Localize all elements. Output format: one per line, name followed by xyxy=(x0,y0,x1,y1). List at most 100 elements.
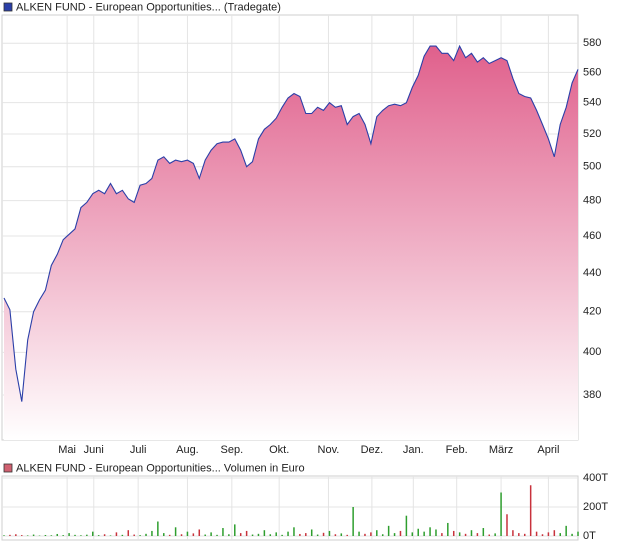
volume-bar xyxy=(399,530,402,536)
volume-bar xyxy=(559,533,561,536)
volume-bar xyxy=(26,535,29,536)
volume-bar xyxy=(305,533,307,536)
volume-bar xyxy=(370,532,372,536)
volume-bar xyxy=(228,534,230,536)
volume-bar xyxy=(86,534,88,536)
x-tick-label: Feb. xyxy=(446,444,468,456)
volume-bar xyxy=(68,533,70,536)
volume-bar xyxy=(447,522,449,536)
volume-bar xyxy=(334,534,337,536)
volume-bar xyxy=(145,533,147,536)
volume-bar xyxy=(464,533,467,536)
volume-bar xyxy=(121,534,124,536)
volume-bar xyxy=(239,533,242,536)
volume-bar xyxy=(458,532,461,536)
volume-bar xyxy=(547,532,550,536)
y-tick-label: 440 xyxy=(583,267,601,279)
volume-title: ALKEN FUND - European Opportunities... V… xyxy=(16,462,305,474)
volume-bar xyxy=(346,534,348,536)
x-tick-label: Sep. xyxy=(221,444,244,456)
volume-bar xyxy=(381,534,384,536)
y-tick-label: 200T xyxy=(583,501,608,513)
x-tick-label: Dez. xyxy=(361,444,384,456)
volume-bar xyxy=(310,529,313,536)
volume-bar xyxy=(340,533,343,536)
volume-bar xyxy=(470,530,473,536)
volume-bar xyxy=(281,534,283,536)
volume-bar xyxy=(204,534,206,536)
volume-bar xyxy=(21,535,23,536)
volume-bar xyxy=(494,533,496,536)
volume-bar xyxy=(358,531,360,536)
volume-bar xyxy=(168,534,171,536)
volume-bar xyxy=(198,529,201,536)
volume-bar xyxy=(109,535,112,536)
volume-bar xyxy=(287,531,289,536)
volume-bar xyxy=(186,531,189,536)
y-tick-label: 540 xyxy=(583,97,601,109)
volume-bar xyxy=(174,527,177,536)
volume-bar xyxy=(541,534,544,536)
legend-swatch xyxy=(3,2,13,12)
volume-bar xyxy=(257,533,260,536)
volume-bar xyxy=(523,533,526,536)
volume-bar xyxy=(245,530,248,536)
volume-bar xyxy=(364,533,366,536)
volume-bar xyxy=(269,534,272,536)
y-tick-label: 480 xyxy=(583,195,601,207)
y-tick-label: 400T xyxy=(583,472,608,484)
volume-bar xyxy=(529,485,532,536)
volume-frame xyxy=(1,475,579,541)
volume-bar xyxy=(103,534,106,536)
volume-bar xyxy=(139,535,141,536)
area xyxy=(4,46,578,440)
volume-bar xyxy=(387,525,390,536)
volume-bar xyxy=(482,528,485,536)
volume-bar xyxy=(151,530,153,536)
volume-bar xyxy=(293,527,295,536)
volume-bar xyxy=(376,530,378,536)
volume-bar xyxy=(210,532,212,536)
volume-bar xyxy=(512,530,514,536)
volume-bar xyxy=(56,533,59,536)
volume-bar xyxy=(157,521,159,536)
volume-bar xyxy=(452,530,455,536)
x-tick-label: Okt. xyxy=(269,444,289,456)
volume-bar xyxy=(222,528,224,536)
volume-bar xyxy=(405,515,408,536)
volume-bar xyxy=(299,533,301,536)
volume-bar xyxy=(518,533,520,536)
volume-bar xyxy=(216,534,218,536)
x-tick-label: Jan. xyxy=(403,444,424,456)
volume-bar xyxy=(15,534,17,536)
volume-bar xyxy=(180,534,183,536)
volume-bar xyxy=(9,534,11,536)
y-tick-label: 420 xyxy=(583,306,601,318)
volume-bar xyxy=(251,534,254,536)
volume-bar xyxy=(435,529,437,536)
legend-swatch xyxy=(3,463,13,473)
volume-bar xyxy=(275,532,277,536)
volume-bar xyxy=(263,530,266,536)
volume-bar xyxy=(352,507,354,536)
x-tick-label: Juli xyxy=(130,444,147,456)
volume-bar xyxy=(115,532,118,536)
volume-bar xyxy=(80,535,82,536)
volume-bar xyxy=(429,527,431,536)
volume-bar xyxy=(500,492,502,536)
x-tick-label: Juni xyxy=(84,444,104,456)
volume-bar xyxy=(565,525,567,536)
x-tick-label: Nov. xyxy=(318,444,340,456)
y-tick-label: 580 xyxy=(583,37,601,49)
y-tick-label: 0T xyxy=(583,530,596,542)
volume-bar xyxy=(74,534,76,536)
volume-bar xyxy=(234,524,236,536)
volume-bar xyxy=(50,535,53,536)
x-tick-label: April xyxy=(537,444,559,456)
y-tick-label: 460 xyxy=(583,230,601,242)
y-tick-label: 560 xyxy=(583,66,601,78)
y-tick-label: 500 xyxy=(583,161,601,173)
volume-bar xyxy=(506,514,508,536)
volume-bar xyxy=(316,534,319,536)
